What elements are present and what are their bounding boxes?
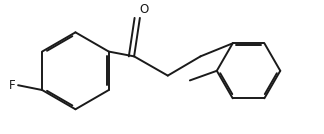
Text: O: O	[139, 3, 148, 16]
Text: F: F	[9, 79, 16, 92]
